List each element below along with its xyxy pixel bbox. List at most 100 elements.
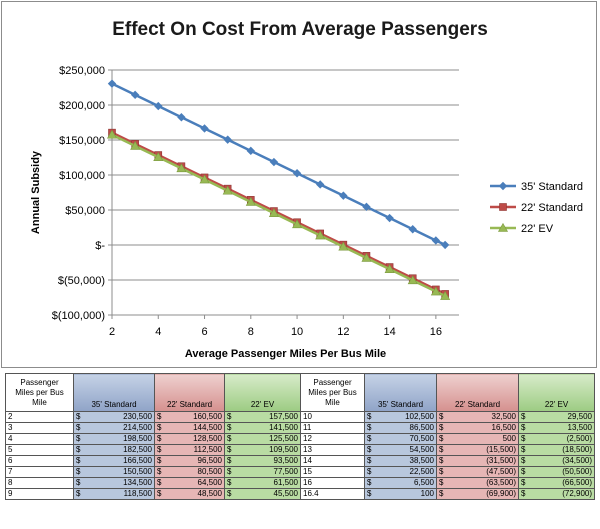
cell-value: 96,500 — [197, 456, 222, 466]
currency-symbol: $ — [76, 467, 81, 477]
r22-value-cell: $ (47,500) — [436, 466, 519, 478]
currency-symbol: $ — [367, 423, 372, 433]
miles-cell: 11 — [300, 422, 365, 434]
ev-column-header-left: 22' EV — [224, 373, 301, 412]
cell-value: 150,500 — [123, 467, 152, 477]
table-row: 7 $150,500 $80,500 $77,500 15 $22,500 $ (47,500… — [5, 466, 595, 478]
miles-cell: 2 — [5, 411, 74, 423]
cell-value: 214,500 — [123, 423, 152, 433]
data-point-marker — [222, 185, 233, 195]
currency-symbol: $ — [76, 478, 81, 488]
data-point-marker — [430, 286, 441, 296]
std-value-cell: $102,500 — [364, 411, 437, 423]
ev-value-cell: $93,500 — [224, 455, 301, 467]
data-point-marker — [499, 203, 507, 211]
currency-symbol: $ — [439, 423, 444, 433]
std-value-cell: $54,500 — [364, 444, 437, 456]
cell-value: 109,500 — [269, 445, 298, 455]
data-point-marker — [199, 174, 210, 184]
currency-symbol: $ — [227, 467, 232, 477]
cell-value: 102,500 — [405, 412, 434, 422]
currency-symbol: $ — [157, 445, 162, 455]
currency-symbol: $ — [227, 478, 232, 488]
std-value-cell: $198,500 — [73, 433, 155, 445]
x-tick-label: 14 — [383, 326, 395, 338]
miles-cell: 5 — [5, 444, 74, 456]
miles-column-header-right: Passenger Miles per Bus Mile — [300, 373, 365, 412]
data-point-marker — [177, 113, 186, 122]
data-point-marker — [245, 196, 256, 206]
cell-value: 77,500 — [273, 467, 298, 477]
r22-value-cell: $160,500 — [154, 411, 225, 423]
cell-value: (50,500) — [562, 467, 592, 477]
currency-symbol: $ — [521, 412, 526, 422]
ev-value-cell: $13,500 — [518, 422, 595, 434]
std-header-label: 35' Standard — [377, 400, 424, 409]
x-tick-label: 2 — [109, 326, 115, 338]
data-point-marker — [292, 169, 302, 178]
r22-value-cell: $112,500 — [154, 444, 225, 456]
data-point-marker — [269, 157, 279, 167]
miles-cell: 9 — [5, 488, 74, 500]
data-point-marker — [154, 101, 163, 111]
data-point-marker — [315, 230, 326, 240]
cell-value: 112,500 — [193, 445, 222, 455]
legend-label: 22' Standard — [521, 202, 583, 214]
data-point-marker — [130, 140, 141, 150]
cell-value: (15,500) — [486, 445, 516, 455]
currency-symbol: $ — [227, 412, 232, 422]
currency-symbol: $ — [227, 489, 232, 499]
data-point-marker — [440, 290, 451, 300]
r22-value-cell: $ (31,500) — [436, 455, 519, 467]
data-point-marker — [431, 236, 441, 245]
data-point-marker — [497, 222, 509, 232]
miles-header-line: Miles per Bus — [308, 387, 357, 397]
r22-value-cell: $96,500 — [154, 455, 225, 467]
cell-value: 144,500 — [193, 423, 222, 433]
currency-symbol: $ — [76, 434, 81, 444]
currency-symbol: $ — [367, 478, 372, 488]
y-tick-label: $- — [95, 240, 105, 252]
y-tick-label: $(100,000) — [52, 310, 105, 322]
data-point-marker — [498, 181, 508, 191]
ev-header-label: 22' EV — [544, 400, 569, 409]
table-row: 4 $198,500 $128,500 $125,500 12 $70,500 $500 $(… — [5, 433, 595, 445]
chart-title: Effect On Cost From Average Passengers — [112, 19, 488, 40]
r22-column-header-right: 22' Standard — [436, 373, 519, 412]
ev-header-label: 22' EV — [250, 400, 275, 409]
chart-area: Effect On Cost From Average Passengers $(… — [1, 1, 597, 368]
data-point-marker — [362, 202, 371, 212]
std-value-cell: $118,500 — [73, 488, 155, 500]
legend-label: 22' EV — [521, 223, 554, 235]
cell-value: (31,500) — [486, 456, 516, 466]
miles-header-line: Passenger — [20, 377, 59, 387]
data-point-marker — [130, 90, 140, 100]
ev-value-cell: $141,500 — [224, 422, 301, 434]
currency-symbol: $ — [157, 478, 162, 488]
y-tick-label: $(50,000) — [58, 275, 105, 287]
std-column-header-right: 35' Standard — [364, 373, 437, 412]
currency-symbol: $ — [227, 445, 232, 455]
currency-symbol: $ — [521, 467, 526, 477]
ev-value-cell: $ (2,500) — [518, 433, 595, 445]
std-value-cell: $70,500 — [364, 433, 437, 445]
data-point-marker — [339, 191, 348, 200]
cell-value: 64,500 — [197, 478, 222, 488]
std-value-cell: $182,500 — [73, 444, 155, 456]
miles-header-line: Mile — [32, 397, 47, 407]
cell-value: (72,900) — [562, 489, 592, 499]
currency-symbol: $ — [227, 456, 232, 466]
currency-symbol: $ — [367, 456, 372, 466]
std-value-cell: $134,500 — [73, 477, 155, 489]
data-point-marker — [408, 225, 417, 234]
std-value-cell: $86,500 — [364, 422, 437, 434]
currency-symbol: $ — [367, 445, 372, 455]
currency-symbol: $ — [157, 412, 162, 422]
cell-value: 160,500 — [193, 412, 222, 422]
r22-value-cell: $48,500 — [154, 488, 225, 500]
std-value-cell: $100 — [364, 488, 437, 500]
cell-value: 86,500 — [409, 423, 434, 433]
cell-value: 118,500 — [123, 489, 152, 499]
std-value-cell: $230,500 — [73, 411, 155, 423]
cell-value: 80,500 — [197, 467, 222, 477]
